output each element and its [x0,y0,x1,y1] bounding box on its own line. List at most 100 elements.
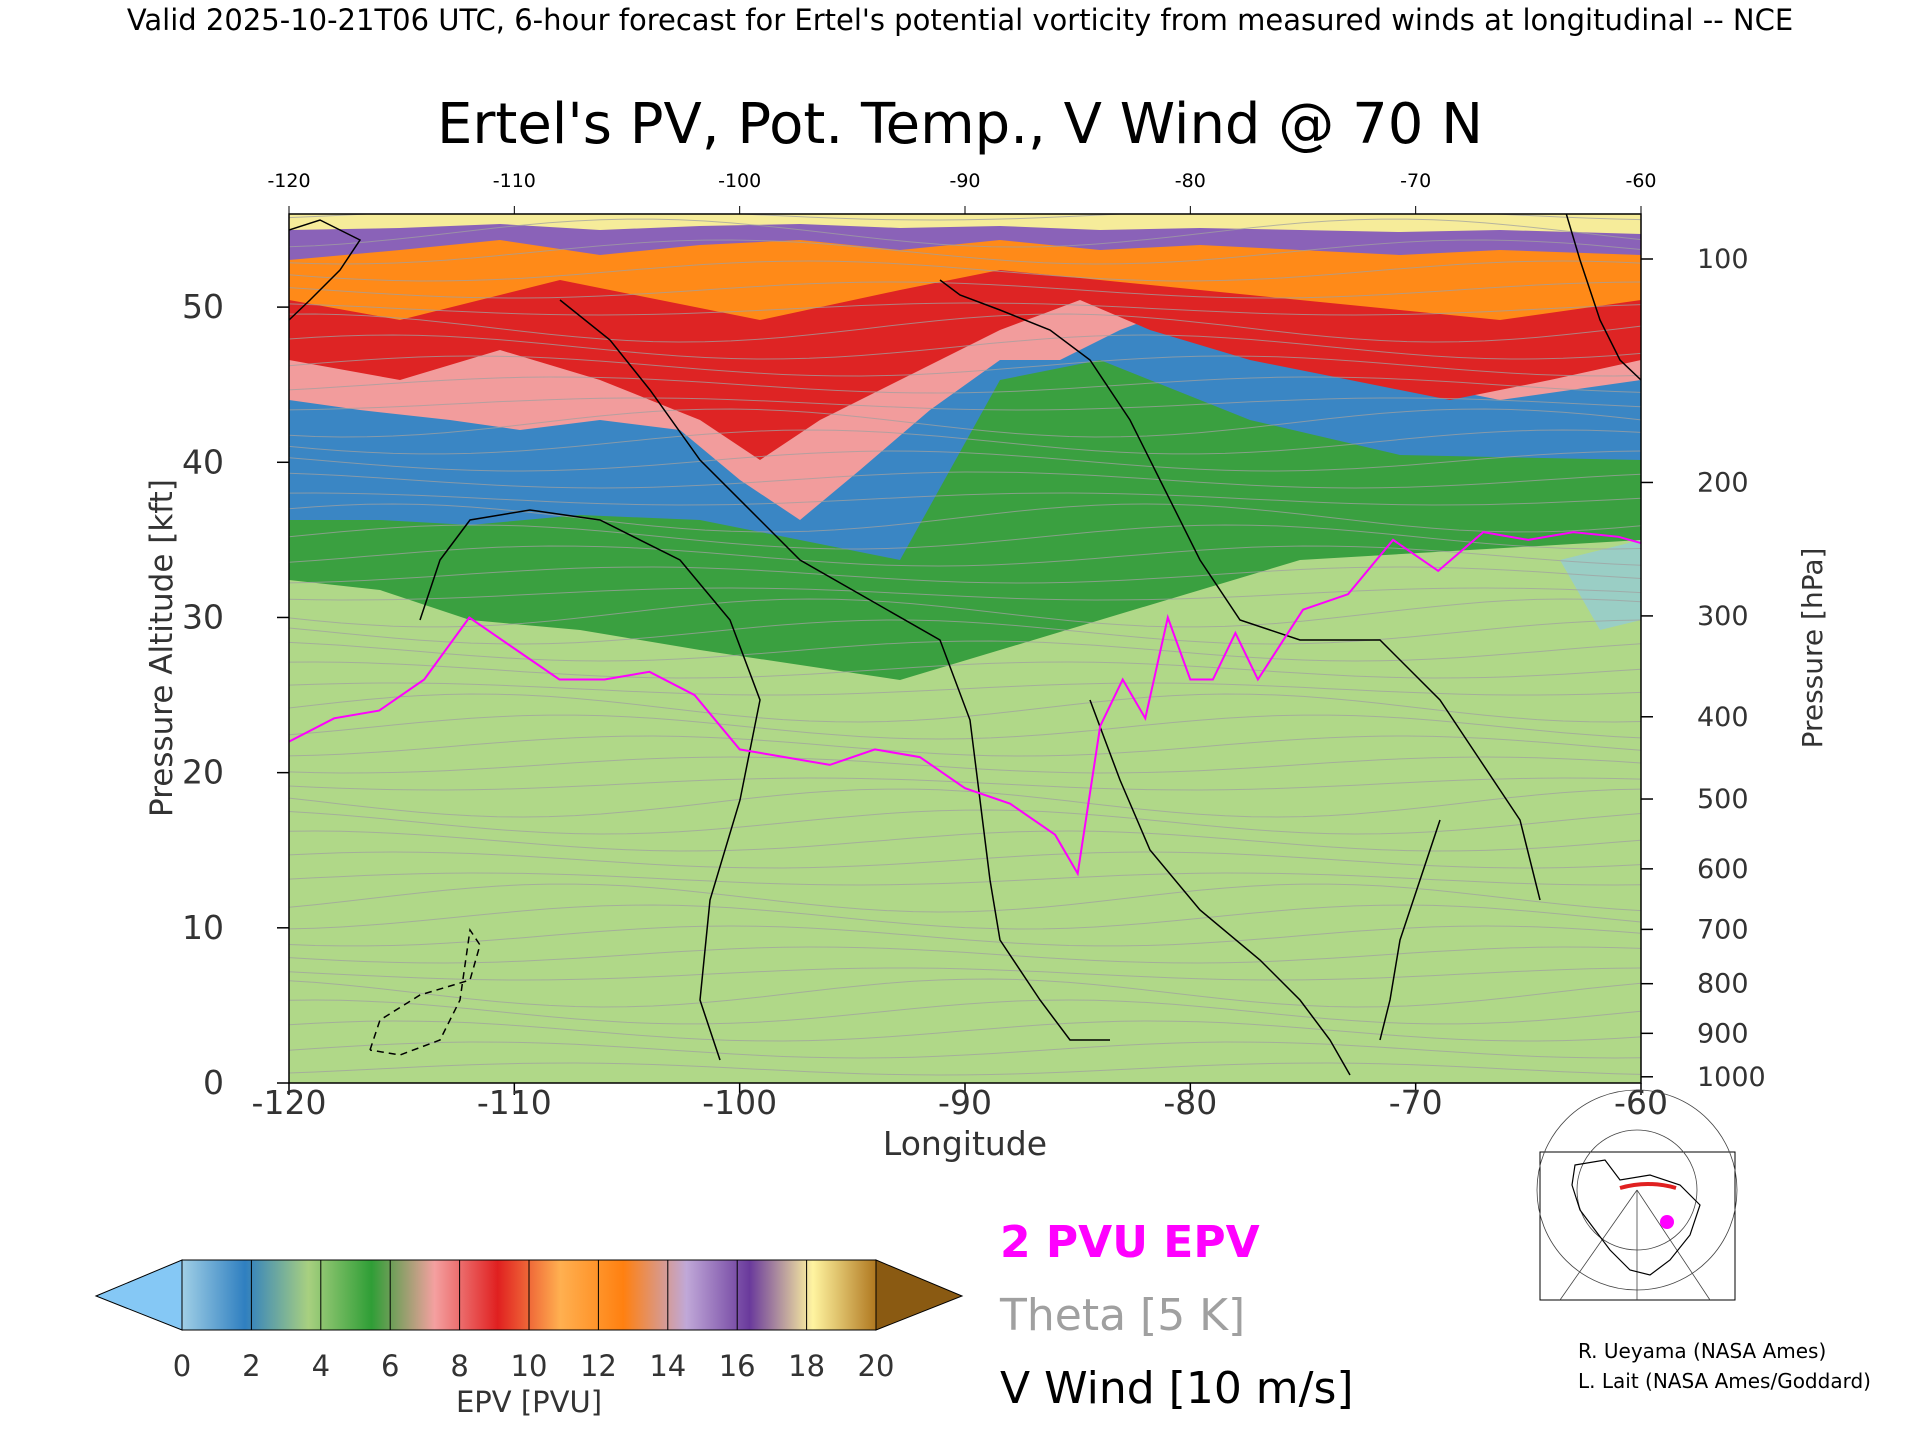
legend-theta: Theta [5 K] [999,1290,1245,1341]
pressure-tick-label: 600 [1697,854,1749,885]
x-top-tick-label: -90 [949,170,980,192]
x-top-tick-label: -110 [493,170,536,192]
colorbar-tick-label: 18 [788,1349,825,1383]
locator-map [1536,1089,1738,1301]
theta-isoline [289,355,1641,377]
theta-isoline [289,397,1641,411]
pressure-tick-label: 100 [1697,244,1749,275]
theta-isoline [289,872,1641,886]
theta-isoline [289,376,1641,394]
colorbar-tick-label: 20 [858,1349,895,1383]
colorbar-tick-label: 12 [580,1349,617,1383]
theta-isoline [289,524,1641,550]
theta-isoline [289,471,1641,489]
x-top-tick-label: -70 [1400,170,1431,192]
colorbar-dividers [250,1260,808,1330]
wind-contour-8 [289,219,362,321]
theta-isoline [289,756,1641,774]
theta-isoline [289,408,1641,438]
credit-1: R. Ueyama (NASA Ames) [1578,1339,1826,1363]
theta-isoline [289,545,1641,567]
x-top-tick-label: -60 [1625,170,1656,192]
theta-isoline [289,313,1641,343]
x-tick-label: -120 [252,1083,327,1122]
x-top-tick-label: -80 [1175,170,1206,192]
theta-isoline [289,946,1641,964]
x-top-tick-label: -120 [267,170,310,192]
y-axis-right: 100 200 300 400 500 600 700 800 900 1000 [1641,244,1766,1093]
theta-isoline [289,777,1641,791]
theta-isoline [289,1062,1641,1076]
header-caption: Valid 2025-10-21T06 UTC, 6-hour forecast… [127,3,1793,37]
wind-contour-3 [1089,699,1351,1076]
theta-isoline [289,1041,1641,1059]
pressure-tick-label: 400 [1697,702,1749,733]
y-tick-label: 40 [182,442,224,481]
theta-isoline [289,999,1641,1025]
wind-contour-1 [559,299,1110,1041]
theta-isoline [289,302,1641,316]
theta-isoline [289,619,1641,645]
theta-isoline [289,218,1641,248]
theta-isoline [289,334,1641,360]
y2-axis-label: Pressure [hPa] [1796,548,1829,749]
theta-isoline [289,714,1641,740]
colorbar-ticks: 0 2 4 6 8 10 12 14 16 18 20 [173,1349,895,1383]
y-tick-label: 10 [182,908,224,947]
x-axis-top: -120 -110 -100 -90 -80 -70 -60 [267,170,1657,214]
colorbar: 0 2 4 6 8 10 12 14 16 18 20 EPV [PVU] [94,1259,964,1419]
colorbar-tick-label: 0 [173,1349,191,1383]
x-tick-label: -70 [1389,1083,1443,1122]
y-axis-label: Pressure Altitude [kft] [144,479,180,817]
tropopause-2pvu-line [289,531,1641,877]
colorbar-tick-label: 8 [450,1349,468,1383]
theta-isoline [289,503,1641,533]
x-axis: -120 -110 -100 -90 -80 -70 -60 [252,1083,1668,1122]
y-tick-label: 0 [203,1063,224,1102]
x-tick-label: -60 [1614,1083,1668,1122]
theta-isoline [289,492,1641,506]
plot-area [289,214,1641,1083]
theta-isoline [289,260,1641,282]
wind-contour-4 [939,279,1541,901]
theta-isoline [289,214,1641,221]
theta-isoline [289,925,1641,947]
x-tick-label: -100 [702,1083,777,1122]
colorbar-tick-label: 4 [312,1349,330,1383]
colorbar-tick-label: 10 [511,1349,548,1383]
colorbar-tick-label: 16 [719,1349,756,1383]
legend-v-wind: V Wind [10 m/s] [1000,1363,1354,1414]
theta-isoline [289,239,1641,265]
theta-isoline [289,788,1641,818]
y-tick-label: 20 [182,753,224,792]
theta-isoline [289,566,1641,584]
x-tick-label: -90 [938,1083,992,1122]
theta-isoline [289,809,1641,835]
pressure-tick-label: 300 [1697,601,1749,632]
theta-isoline [289,640,1641,662]
pressure-tick-label: 900 [1697,1018,1749,1049]
y-tick-label: 30 [182,597,224,636]
credit-2: L. Lait (NASA Ames/Goddard) [1578,1369,1871,1393]
x-top-tick-label: -100 [718,170,761,192]
x-tick-label: -110 [477,1083,552,1122]
colorbar-low-arrow [94,1259,183,1331]
legend-2pvu: 2 PVU EPV [1000,1217,1260,1268]
chart-title: Ertel's PV, Pot. Temp., V Wind @ 70 N [437,92,1483,157]
wind-contour-5 [1379,819,1441,1041]
wind-contour-7 [1565,214,1641,381]
locator-marker [1660,1215,1674,1229]
theta-isoline [289,682,1641,696]
theta-contours [289,214,1641,1076]
theta-isoline [289,830,1641,852]
wind-contour-2 [419,509,761,1061]
colorbar-high-arrow [875,1259,964,1331]
theta-isoline [289,661,1641,679]
theta-isoline [289,883,1641,913]
y-axis-left: 0 10 20 30 40 50 [182,287,289,1102]
colorbar-label: EPV [PVU] [456,1385,602,1419]
x-tick-label: -80 [1163,1083,1217,1122]
theta-isoline [289,967,1641,981]
pressure-tick-label: 200 [1697,467,1749,498]
